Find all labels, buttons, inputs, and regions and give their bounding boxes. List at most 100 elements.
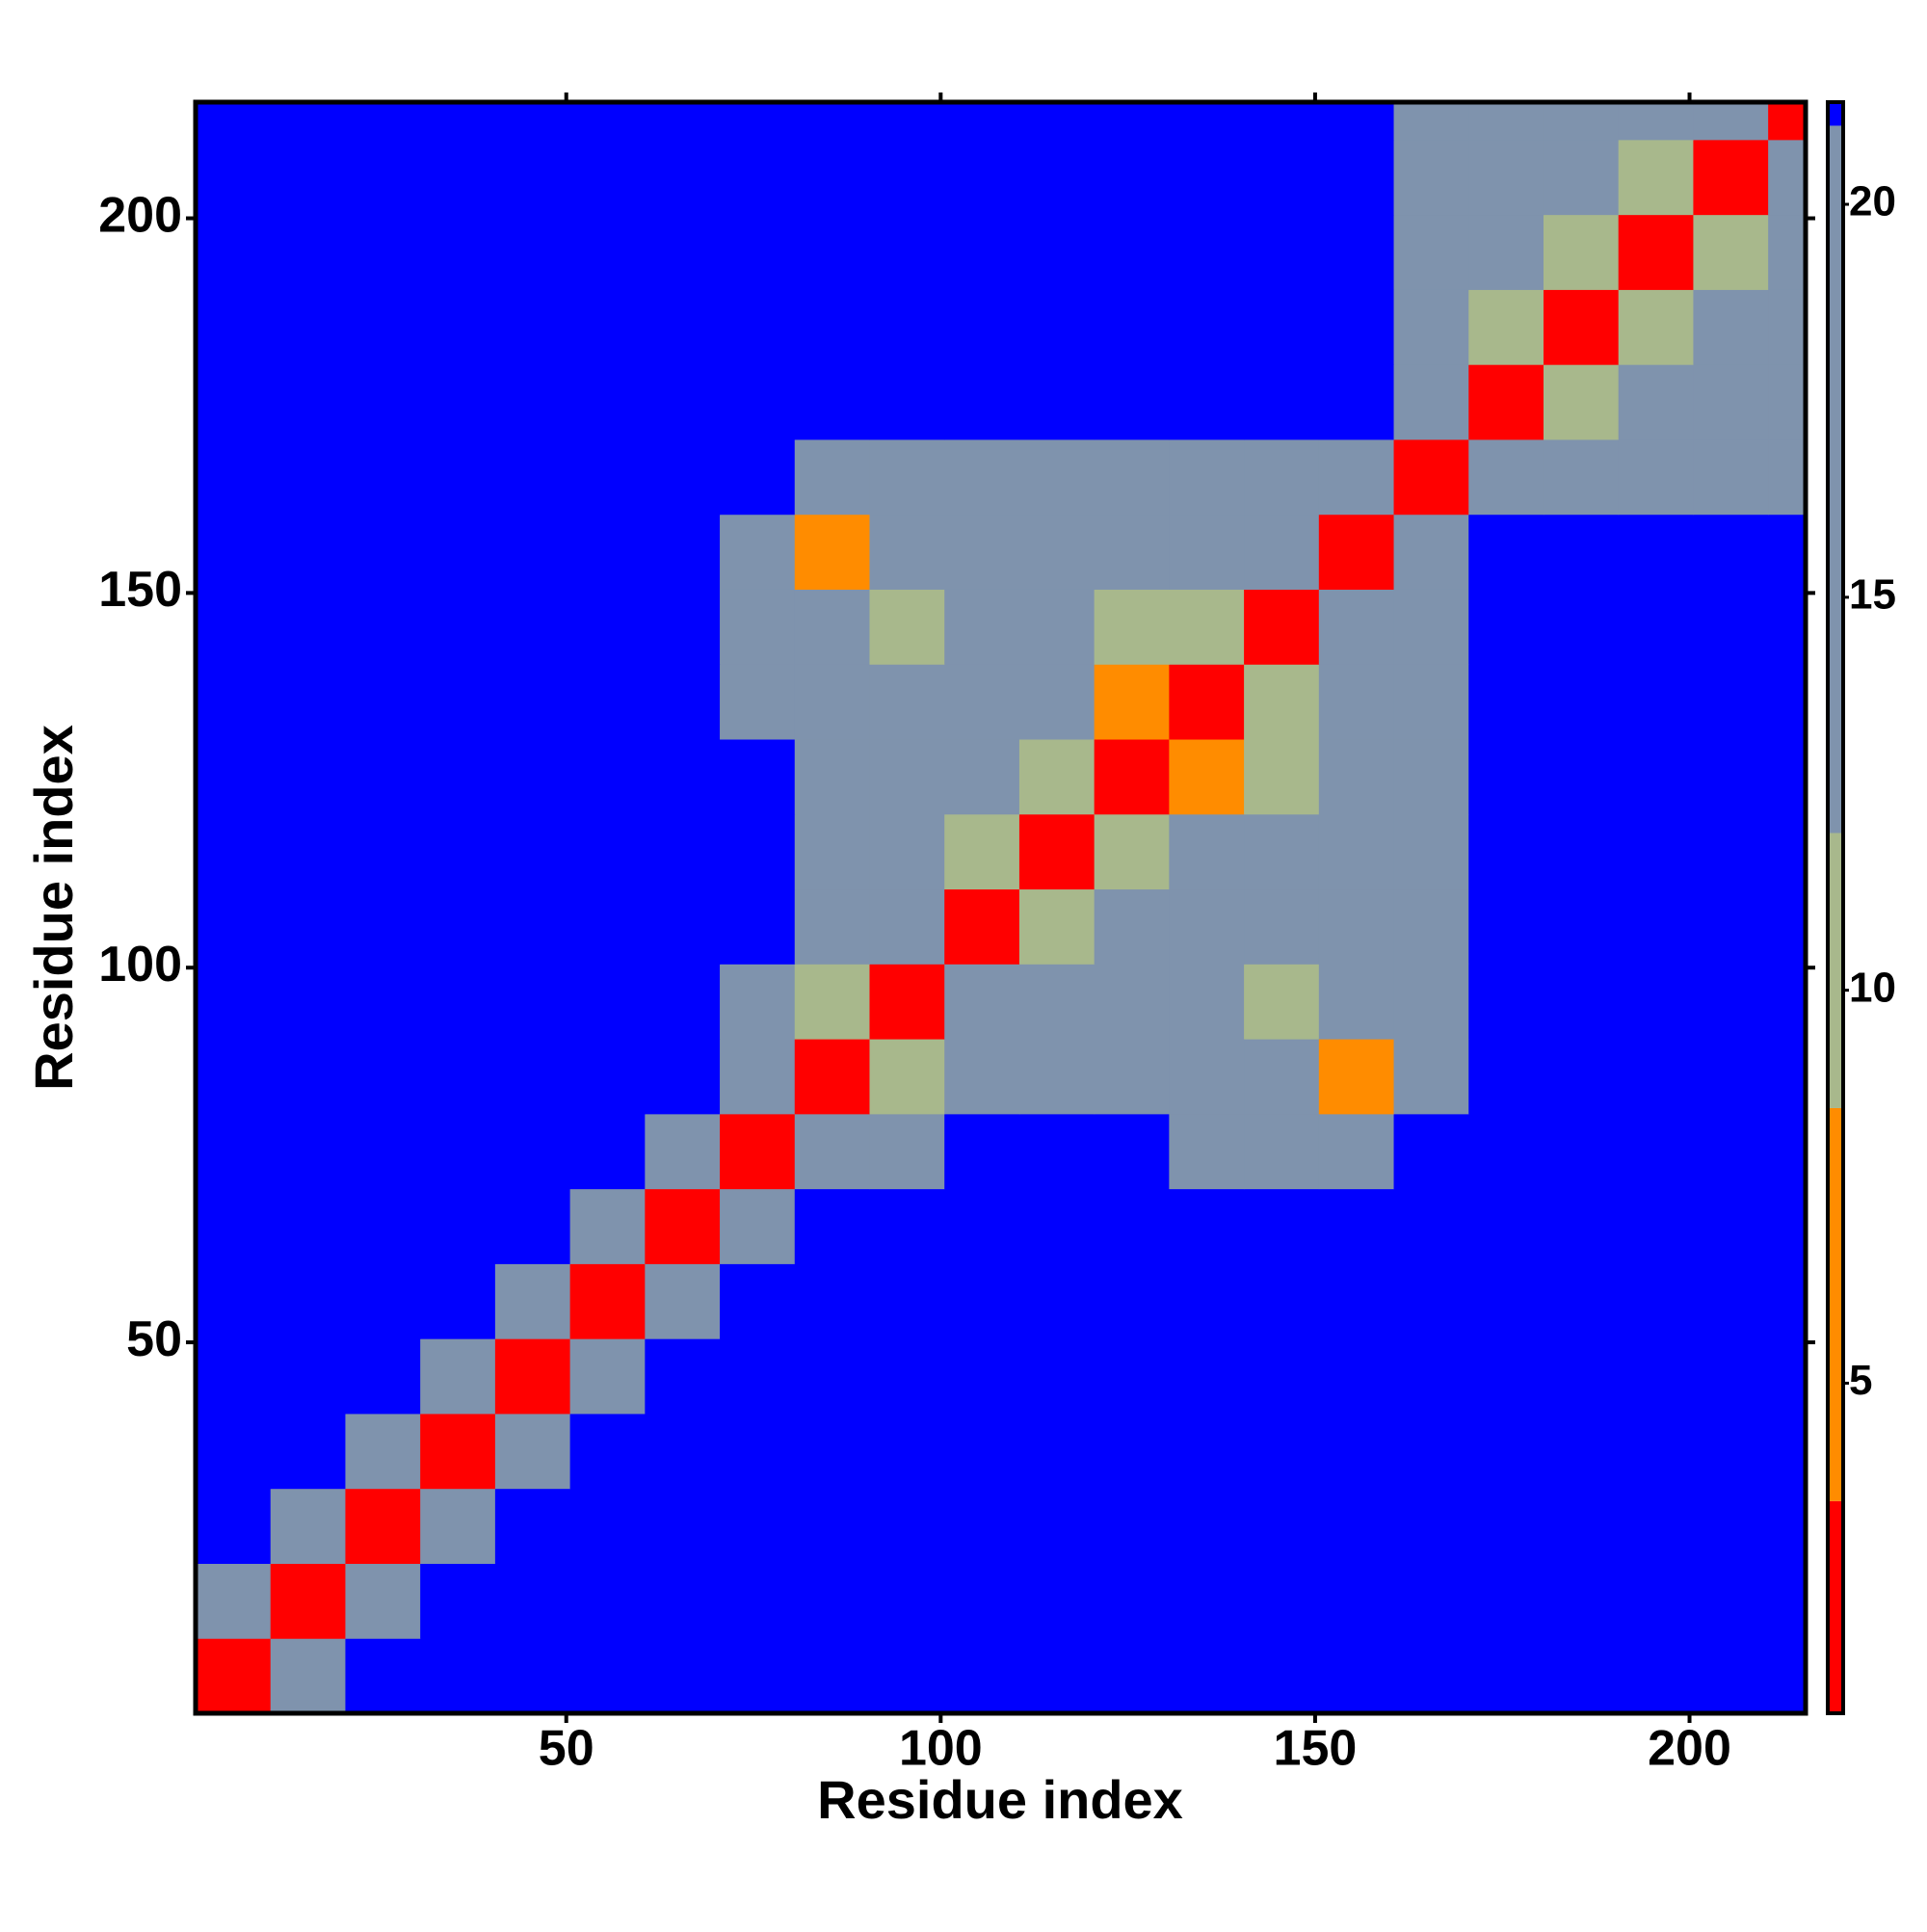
heatmap-cell bbox=[645, 1638, 721, 1714]
heatmap-cell bbox=[1543, 813, 1620, 890]
heatmap-cell bbox=[196, 888, 272, 965]
heatmap-cell bbox=[196, 1263, 272, 1339]
heatmap-cell bbox=[1244, 1488, 1320, 1564]
heatmap-cell bbox=[1244, 438, 1320, 516]
heatmap-cell bbox=[720, 1263, 796, 1339]
heatmap-cell bbox=[1244, 888, 1320, 965]
heatmap-cell bbox=[1094, 1413, 1170, 1490]
heatmap-cell bbox=[720, 364, 796, 440]
heatmap-cell bbox=[345, 813, 421, 890]
heatmap-cell bbox=[1768, 813, 1807, 890]
heatmap-cell bbox=[1693, 1488, 1769, 1564]
heatmap-cell bbox=[345, 139, 421, 216]
heatmap-cell bbox=[1543, 964, 1620, 1040]
heatmap-cell bbox=[720, 664, 796, 740]
heatmap-cell bbox=[1018, 1338, 1095, 1415]
heatmap-cell bbox=[1018, 139, 1095, 216]
heatmap-cell bbox=[1618, 1488, 1694, 1564]
heatmap-cell bbox=[1693, 514, 1769, 590]
colorbar-band bbox=[1828, 1500, 1843, 1713]
heatmap-cell bbox=[494, 1488, 571, 1564]
heatmap-cell bbox=[569, 214, 646, 290]
heatmap-cell bbox=[645, 139, 721, 216]
heatmap-cell bbox=[944, 289, 1020, 365]
heatmap-cell bbox=[794, 139, 870, 216]
heatmap-cell bbox=[1693, 964, 1769, 1040]
heatmap-cell bbox=[1169, 1413, 1245, 1490]
heatmap-cell bbox=[1094, 739, 1170, 815]
heatmap-cell bbox=[645, 1039, 721, 1115]
heatmap-cell bbox=[944, 1563, 1020, 1639]
heatmap-cell bbox=[794, 1338, 870, 1415]
heatmap-cell bbox=[869, 1563, 945, 1639]
heatmap-cell bbox=[1094, 1563, 1170, 1639]
heatmap-cell bbox=[569, 364, 646, 440]
heatmap-cell bbox=[1169, 664, 1245, 740]
heatmap-cell bbox=[944, 1638, 1020, 1714]
heatmap-cell bbox=[1169, 1488, 1245, 1564]
heatmap-cell bbox=[869, 1188, 945, 1264]
heatmap-cell bbox=[869, 1488, 945, 1564]
heatmap-cell bbox=[569, 139, 646, 216]
heatmap-cell bbox=[1768, 1039, 1807, 1115]
heatmap-cell bbox=[270, 364, 346, 440]
heatmap-cell bbox=[1693, 1188, 1769, 1264]
heatmap-cell bbox=[1169, 813, 1245, 890]
heatmap-cell bbox=[720, 1039, 796, 1115]
heatmap-cell bbox=[1094, 964, 1170, 1040]
heatmap-cell bbox=[1693, 214, 1769, 290]
heatmap-cell bbox=[1768, 514, 1807, 590]
heatmap-cell bbox=[420, 1488, 496, 1564]
heatmap-cell bbox=[869, 438, 945, 516]
heatmap-cell bbox=[645, 102, 721, 141]
heatmap-cell bbox=[1543, 1413, 1620, 1490]
heatmap-cell bbox=[869, 289, 945, 365]
heatmap-cell bbox=[1618, 102, 1694, 141]
heatmap-cell bbox=[569, 664, 646, 740]
heatmap-cell bbox=[494, 1039, 571, 1115]
heatmap-cell bbox=[196, 739, 272, 815]
heatmap-cell bbox=[270, 964, 346, 1040]
heatmap-cell bbox=[1393, 214, 1469, 290]
heatmap-cell bbox=[494, 1413, 571, 1490]
heatmap-cell bbox=[944, 139, 1020, 216]
heatmap-cell bbox=[420, 1338, 496, 1415]
heatmap-cell bbox=[645, 1338, 721, 1415]
heatmap-cell bbox=[196, 214, 272, 290]
heatmap-cell bbox=[1618, 1113, 1694, 1190]
heatmap-cell bbox=[196, 1039, 272, 1115]
heatmap-cell bbox=[1468, 139, 1544, 216]
heatmap-cell bbox=[1169, 364, 1245, 440]
heatmap-cell bbox=[1693, 139, 1769, 216]
heatmap-cell bbox=[345, 1338, 421, 1415]
heatmap-cell bbox=[1693, 1039, 1769, 1115]
heatmap-cell bbox=[869, 1638, 945, 1714]
heatmap-cell bbox=[1018, 1563, 1095, 1639]
heatmap-cell bbox=[1094, 1039, 1170, 1115]
heatmap-cell bbox=[794, 1039, 870, 1115]
heatmap-cell bbox=[1543, 364, 1620, 440]
heatmap-cell bbox=[944, 1338, 1020, 1415]
heatmap-cell bbox=[720, 214, 796, 290]
heatmap-cell bbox=[270, 1263, 346, 1339]
heatmap-cell bbox=[1244, 813, 1320, 890]
heatmap-cell bbox=[1768, 1413, 1807, 1490]
heatmap-cell bbox=[1094, 1263, 1170, 1339]
heatmap-cell bbox=[196, 438, 272, 516]
heatmap-cell bbox=[1768, 739, 1807, 815]
heatmap-cell bbox=[420, 589, 496, 665]
heatmap-cell bbox=[494, 438, 571, 516]
heatmap-cell bbox=[1094, 364, 1170, 440]
heatmap-cell bbox=[270, 1413, 346, 1490]
heatmap-cell bbox=[569, 1413, 646, 1490]
heatmap-cell bbox=[794, 102, 870, 141]
heatmap-cell bbox=[1768, 214, 1807, 290]
heatmap-cell bbox=[1393, 888, 1469, 965]
heatmap-cell bbox=[1318, 438, 1395, 516]
heatmap-cell bbox=[196, 139, 272, 216]
heatmap-cell bbox=[1768, 1338, 1807, 1415]
heatmap-cell bbox=[1768, 888, 1807, 965]
heatmap-cell bbox=[720, 289, 796, 365]
heatmap-cell bbox=[1393, 1263, 1469, 1339]
heatmap-cell bbox=[1693, 888, 1769, 965]
